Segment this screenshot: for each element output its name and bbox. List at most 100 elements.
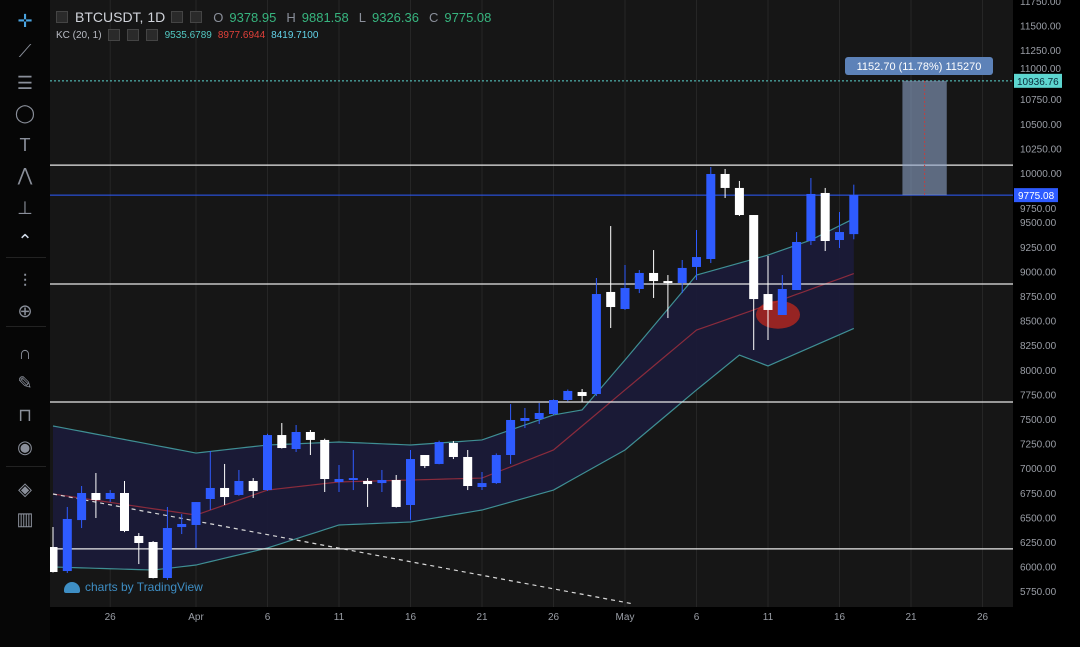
layers-icon[interactable]: ◈ (18, 478, 32, 499)
high-value: 9881.58 (301, 9, 349, 25)
lock-drawing-icon[interactable]: ✎ (17, 372, 33, 393)
trendline-icon[interactable]: ⟋ (18, 40, 32, 61)
candle[interactable] (734, 180, 744, 217)
candle[interactable] (520, 407, 530, 429)
magnet-icon[interactable]: ∩ (18, 342, 32, 363)
last-price-tag (1014, 188, 1058, 203)
candle[interactable] (248, 478, 258, 499)
candle[interactable] (205, 450, 215, 511)
candle[interactable] (534, 402, 544, 425)
candle[interactable] (706, 166, 716, 264)
candle-body (634, 272, 644, 290)
candle[interactable] (334, 465, 344, 493)
text-icon[interactable]: T (19, 134, 31, 155)
open-value: 9378.95 (229, 9, 277, 25)
x-tick-label: Apr (188, 612, 204, 623)
candle[interactable] (491, 453, 501, 484)
kc-middle-value: 8977.6944 (217, 29, 266, 41)
hide-icon[interactable] (190, 11, 203, 23)
pattern-icon[interactable]: ⋀ (17, 164, 33, 185)
candle-body (277, 435, 287, 449)
candle[interactable] (620, 265, 630, 310)
ellipse-icon[interactable]: ◯ (14, 102, 36, 123)
candle[interactable] (463, 449, 473, 491)
fib-retracement-icon[interactable]: ☰ (16, 72, 34, 93)
candle[interactable] (220, 463, 230, 506)
collapse-legend-icon[interactable] (56, 11, 68, 23)
candle[interactable] (91, 473, 101, 518)
candle[interactable] (677, 259, 687, 294)
candle[interactable] (134, 533, 144, 565)
candle[interactable] (591, 277, 601, 396)
x-tick-label: 6 (694, 612, 700, 623)
settings-icon[interactable] (171, 11, 184, 23)
candle[interactable] (320, 438, 330, 493)
candle-body (406, 459, 415, 506)
eye-icon[interactable]: ◉ (17, 436, 33, 457)
indicator-settings-icon[interactable] (107, 29, 120, 41)
candle[interactable] (763, 256, 773, 340)
candle[interactable] (720, 168, 730, 198)
x-tick-label: 16 (405, 612, 417, 623)
candle-body (463, 456, 473, 487)
candle[interactable] (377, 469, 387, 493)
zoom-in-icon[interactable]: ⊕ (17, 300, 33, 321)
candle[interactable] (434, 440, 444, 465)
candle[interactable] (62, 506, 72, 573)
candle[interactable] (806, 178, 816, 246)
unlock-icon[interactable]: ⊓ (17, 404, 33, 425)
candle[interactable] (348, 449, 358, 491)
candle[interactable] (291, 425, 301, 452)
candle[interactable] (363, 478, 373, 507)
candle-body (105, 492, 115, 499)
candle[interactable] (448, 441, 458, 460)
candle[interactable] (577, 388, 587, 402)
long-position-icon[interactable]: ⫶ (22, 270, 28, 291)
candle[interactable] (263, 433, 272, 491)
candle[interactable] (749, 215, 759, 351)
candle[interactable] (162, 506, 172, 580)
candle[interactable] (820, 187, 830, 252)
y-tick-label: 9750.00 (1020, 204, 1057, 215)
candle[interactable] (177, 514, 187, 535)
candle[interactable] (77, 486, 87, 529)
trash-icon[interactable]: ▥ (16, 508, 34, 529)
candle-body (91, 492, 101, 500)
candle[interactable] (634, 270, 644, 294)
candle[interactable] (391, 474, 401, 508)
candle[interactable] (420, 455, 430, 469)
candle[interactable] (506, 404, 516, 464)
candle[interactable] (649, 250, 659, 298)
candle[interactable] (549, 399, 558, 416)
collapse-icon[interactable]: ⌃ (17, 230, 33, 251)
candle[interactable] (120, 480, 129, 533)
candle[interactable] (849, 184, 859, 240)
y-tick-label: 11000.00 (1020, 64, 1061, 75)
candle[interactable] (563, 389, 573, 402)
candle[interactable] (606, 226, 616, 328)
candle[interactable] (277, 423, 287, 449)
y-tick-label: 6500.00 (1020, 513, 1057, 524)
candle[interactable] (191, 502, 201, 549)
tradingview-watermark[interactable]: charts by TradingView (64, 580, 203, 594)
candle[interactable] (305, 430, 315, 456)
candle[interactable] (234, 469, 244, 496)
measure-icon[interactable]: ⊥ (17, 197, 33, 218)
candle[interactable] (105, 490, 115, 503)
candle[interactable] (663, 275, 673, 319)
candle[interactable] (148, 541, 158, 579)
target-price-label: 10936.76 (1017, 77, 1059, 88)
candle[interactable] (48, 527, 58, 573)
candle[interactable] (406, 449, 415, 520)
candle[interactable] (692, 229, 701, 280)
candle[interactable] (792, 232, 802, 290)
chart-legend: BTCUSDT, 1D O 9378.95 H 9881.58 L 9326.36 C… (56, 8, 491, 44)
candle[interactable] (835, 211, 844, 248)
indicator-remove-icon[interactable] (145, 29, 158, 41)
candle[interactable] (477, 472, 487, 491)
crosshair-icon[interactable]: ✛ (17, 10, 33, 31)
indicator-hide-icon[interactable] (126, 29, 139, 41)
candle-body (777, 289, 787, 315)
candle[interactable] (777, 275, 787, 315)
